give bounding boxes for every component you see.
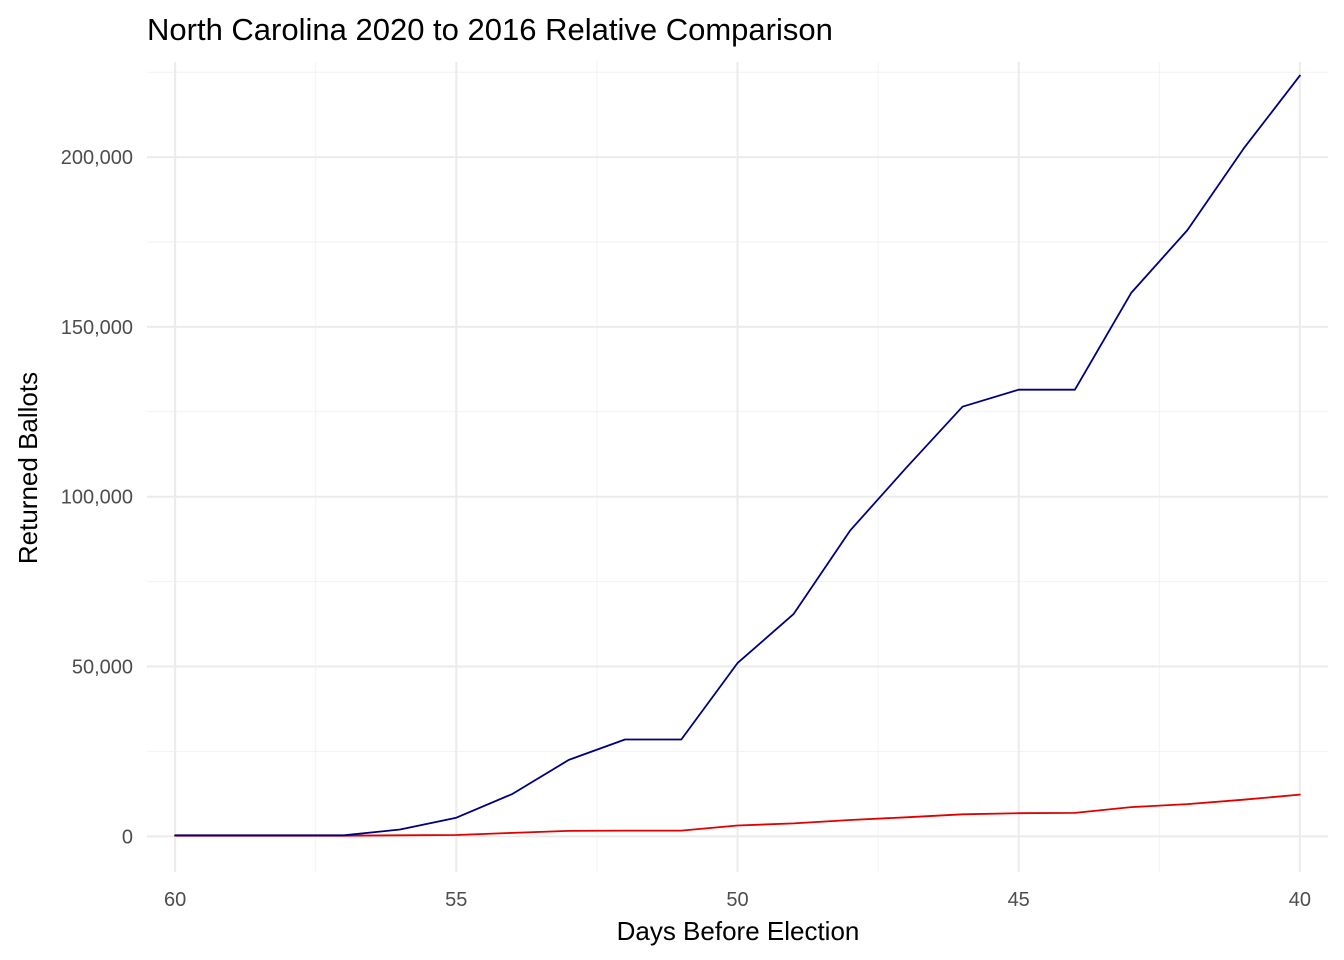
y-tick-label: 0 (122, 826, 133, 848)
x-tick-label: 55 (445, 889, 467, 911)
y-axis-title: Returned Ballots (13, 372, 43, 564)
x-tick-label: 60 (164, 889, 186, 911)
series-line-1 (174, 74, 1301, 837)
x-tick-label: 50 (726, 889, 748, 911)
grid (147, 62, 1328, 872)
series-line-2 (174, 793, 1301, 837)
y-tick-label: 200,000 (61, 147, 133, 169)
x-axis-title: Days Before Election (617, 916, 860, 946)
y-tick-label: 100,000 (61, 487, 133, 509)
chart-title: North Carolina 2020 to 2016 Relative Com… (147, 12, 833, 47)
x-tick-label: 45 (1008, 889, 1030, 911)
series-layer (174, 74, 1301, 837)
y-tick-label: 50,000 (72, 657, 133, 679)
x-tick-label: 40 (1289, 889, 1311, 911)
y-tick-label: 150,000 (61, 317, 133, 339)
x-axis-ticks: 60 55 50 45 40 (164, 889, 1311, 911)
y-axis-ticks: 0 50,000 100,000 150,000 200,000 (61, 147, 133, 848)
